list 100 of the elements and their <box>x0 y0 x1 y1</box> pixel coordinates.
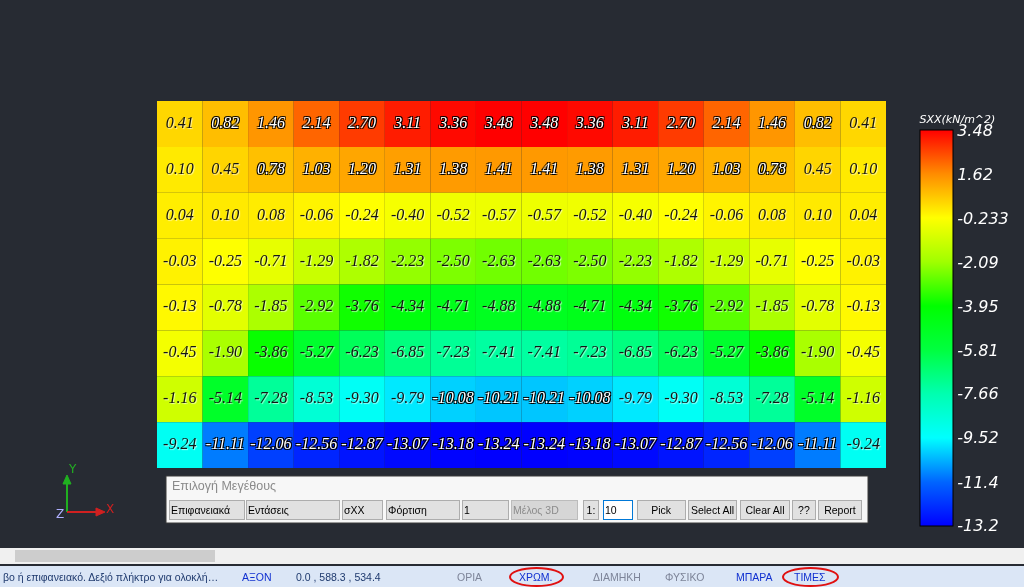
data-label: -13.07 <box>614 435 658 453</box>
data-label: -0.24 <box>345 205 379 223</box>
data-label: -7.23 <box>436 343 470 361</box>
data-label: -6.85 <box>618 343 653 361</box>
data-label: -5.27 <box>709 343 745 361</box>
data-label: -4.71 <box>436 297 470 315</box>
text: Εντάσεις <box>248 504 289 516</box>
data-label: -3.86 <box>755 343 789 361</box>
data-label: -0.06 <box>709 205 744 223</box>
data-label: -7.41 <box>527 343 561 361</box>
data-label: -0.57 <box>482 205 517 223</box>
data-label: -12.87 <box>341 435 384 453</box>
data-label: -0.24 <box>664 205 698 223</box>
data-label: -1.82 <box>345 251 379 269</box>
text: Επιφανειακά <box>171 504 230 516</box>
data-label: -4.88 <box>482 297 516 315</box>
text: σXX <box>344 504 365 516</box>
data-label: -11.11 <box>798 435 838 453</box>
data-label: -2.92 <box>299 297 334 315</box>
data-label: 0.41 <box>165 113 194 131</box>
data-label: 0.10 <box>803 205 832 223</box>
text: ΑΞΟΝ <box>242 571 272 583</box>
color-bar-label: 1.62 <box>957 164 993 184</box>
data-label: -9.79 <box>618 389 653 407</box>
data-label: -4.34 <box>618 297 653 315</box>
data-label: -0.25 <box>208 251 242 269</box>
data-label: 3.36 <box>438 113 468 131</box>
data-label: -4.88 <box>527 297 561 315</box>
data-label: -1.90 <box>801 343 835 361</box>
data-label: 1.46 <box>256 113 285 131</box>
data-label: 2.70 <box>348 113 377 131</box>
text: 1 <box>464 504 470 516</box>
data-label: -0.03 <box>163 251 197 269</box>
data-label: 1.38 <box>439 159 468 177</box>
data-label: 1.41 <box>484 159 513 177</box>
data-label: -12.06 <box>250 435 292 453</box>
data-label: -1.85 <box>755 297 789 315</box>
data-label: 2.14 <box>712 113 741 131</box>
data-label: -0.13 <box>846 297 880 315</box>
data-label: -0.25 <box>801 251 835 269</box>
data-label: 0.04 <box>849 205 878 223</box>
data-label: -4.71 <box>573 297 607 315</box>
data-label: 0.10 <box>211 205 240 223</box>
data-label: 1.20 <box>348 159 377 177</box>
text: Report <box>824 504 856 516</box>
data-label: -0.52 <box>436 205 470 223</box>
data-label: 3.48 <box>483 113 513 131</box>
data-label: 1.03 <box>712 159 741 177</box>
text: X <box>106 502 115 516</box>
data-label: 3.36 <box>574 113 604 131</box>
color-bar-label: -7.66 <box>957 384 999 404</box>
data-label: 0.08 <box>256 205 285 223</box>
data-label: -0.78 <box>801 297 835 315</box>
data-label: 0.82 <box>803 113 832 131</box>
data-label: 3.11 <box>621 113 649 131</box>
data-label: -13.24 <box>478 435 520 453</box>
data-label: -0.71 <box>755 251 789 269</box>
color-bar-label: -0.233 <box>957 208 1009 228</box>
data-label: 1.20 <box>666 159 695 177</box>
data-label: -12.56 <box>705 435 748 453</box>
data-label: -1.29 <box>299 251 334 269</box>
data-label: -2.50 <box>436 251 470 269</box>
data-label: -2.23 <box>618 251 653 269</box>
data-label: 1.31 <box>393 159 422 177</box>
data-label: -0.57 <box>527 205 562 223</box>
data-label: -0.13 <box>163 297 197 315</box>
data-label: 0.78 <box>256 159 285 177</box>
data-label: 0.82 <box>211 113 240 131</box>
data-label: -7.28 <box>254 389 288 407</box>
color-bar-label: -2.09 <box>957 252 999 272</box>
data-label: -9.24 <box>163 435 197 453</box>
data-label: -12.06 <box>751 435 793 453</box>
data-label: -10.08 <box>569 389 611 407</box>
data-label: 0.78 <box>758 159 787 177</box>
data-label: 2.70 <box>666 113 695 131</box>
data-label: -0.45 <box>846 343 880 361</box>
data-label: -9.79 <box>390 389 425 407</box>
data-label: -9.24 <box>846 435 880 453</box>
color-bar-label: -11.4 <box>957 473 999 493</box>
data-label: -9.30 <box>664 389 698 407</box>
data-label: -10.08 <box>432 389 474 407</box>
text: ΜΠΑΡΑ <box>736 571 773 583</box>
text: ΔΙΑΜΗΚΗ <box>593 571 641 583</box>
data-label: -12.87 <box>660 435 703 453</box>
text: Z <box>56 507 65 521</box>
data-label: -0.40 <box>618 205 653 223</box>
text: 0.0 , 588.3 , 534.4 <box>296 571 381 583</box>
text: Επιλογή Μεγέθους <box>172 479 276 493</box>
data-label: 0.41 <box>849 113 878 131</box>
text: ΟΡΙΑ <box>457 571 483 583</box>
data-label: -13.24 <box>523 435 565 453</box>
data-label: 0.08 <box>758 205 787 223</box>
data-label: -0.06 <box>299 205 334 223</box>
text: 1: <box>586 504 596 516</box>
text: ΧΡΩΜ. <box>519 571 553 583</box>
data-label: -0.40 <box>390 205 425 223</box>
data-label: -1.82 <box>664 251 698 269</box>
data-label: 0.10 <box>165 159 194 177</box>
data-label: -11.11 <box>205 435 245 453</box>
text: Clear All <box>745 504 785 516</box>
